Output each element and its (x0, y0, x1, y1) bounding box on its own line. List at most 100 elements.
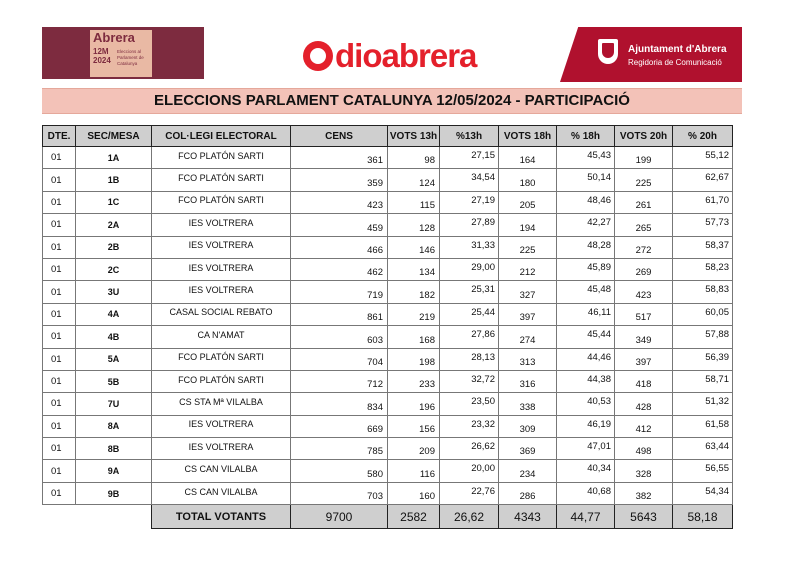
cell-cens: 466 (290, 235, 388, 259)
column-header-collegi: COL·LEGI ELECTORAL (151, 125, 291, 147)
cell-cens: 361 (290, 145, 388, 170)
cell-pct-18h: 45,43 (556, 145, 615, 170)
cell-vots-13h: 146 (387, 235, 440, 259)
cell-vots-18h: 286 (498, 481, 557, 506)
cell-cens: 423 (290, 190, 388, 215)
cell-pct-13h: 27,86 (439, 325, 499, 349)
column-header-pct-18h: % 18h (556, 125, 615, 147)
cell-vots-18h: 212 (498, 257, 557, 282)
cell-vots-18h: 205 (498, 190, 557, 215)
table-row: 01 5B FCO PLATÓN SARTI 712 233 32,72 316 44,38 4… (42, 369, 733, 394)
cell-vots-20h: 199 (614, 145, 673, 170)
cell-sec-mesa: 2A (75, 213, 152, 237)
page-title: ELECCIONS PARLAMENT CATALUNYA 12/05/2024… (42, 88, 742, 114)
cell-collegi: IES VOLTRERA (151, 235, 291, 259)
cell-pct-20h: 60,05 (672, 302, 733, 327)
ajuntament-name: Ajuntament d'Abrera (628, 44, 727, 55)
cell-pct-18h: 44,38 (556, 369, 615, 394)
table-row: 01 4A CASAL SOCIAL REBATO 861 219 25,44 397 46,… (42, 302, 733, 327)
cell-vots-18h: 234 (498, 459, 557, 483)
cell-vots-13h: 168 (387, 325, 440, 349)
cell-vots-13h: 128 (387, 213, 440, 237)
cell-pct-18h: 45,89 (556, 257, 615, 282)
cell-vots-18h: 194 (498, 213, 557, 237)
cell-dte: 01 (42, 481, 76, 506)
cell-pct-20h: 54,34 (672, 481, 733, 506)
table-row: 01 5A FCO PLATÓN SARTI 704 198 28,13 313 44,46 3… (42, 347, 733, 371)
logo-brand-text: Abrera (93, 30, 135, 45)
cell-pct-18h: 40,68 (556, 481, 615, 506)
cell-collegi: IES VOLTRERA (151, 414, 291, 439)
cell-dte: 01 (42, 392, 76, 416)
cell-pct-13h: 29,00 (439, 257, 499, 282)
cell-pct-20h: 58,23 (672, 257, 733, 282)
total-row: TOTAL VOTANTS 9700 2582 26,62 4343 44,77… (42, 504, 733, 530)
cell-pct-18h: 46,19 (556, 414, 615, 439)
cell-pct-18h: 50,14 (556, 168, 615, 192)
ajuntament-department: Regidoria de Comunicació (628, 58, 722, 67)
cell-vots-20h: 382 (614, 481, 673, 506)
cell-collegi: FCO PLATÓN SARTI (151, 145, 291, 170)
cell-sec-mesa: 5A (75, 347, 152, 371)
ajuntament-logo: Ajuntament d'Abrera Regidoria de Comunic… (560, 27, 742, 82)
cell-sec-mesa: 2C (75, 257, 152, 282)
cell-pct-20h: 51,32 (672, 392, 733, 416)
cell-collegi: CS CAN VILALBA (151, 481, 291, 506)
cell-pct-18h: 44,46 (556, 347, 615, 371)
table-header-row: DTE. SEC/MESA COL·LEGI ELECTORAL CENS VO… (42, 125, 733, 147)
cell-dte: 01 (42, 414, 76, 439)
cell-sec-mesa: 1B (75, 168, 152, 192)
cell-vots-20h: 328 (614, 459, 673, 483)
cell-vots-18h: 274 (498, 325, 557, 349)
cell-pct-20h: 62,67 (672, 168, 733, 192)
table-row: 01 1B FCO PLATÓN SARTI 359 124 34,54 180 50,14 2… (42, 168, 733, 192)
cell-pct-18h: 40,53 (556, 392, 615, 416)
table-row: 01 8B IES VOLTRERA 785 209 26,62 369 47,01 498 63… (42, 437, 733, 461)
cell-vots-13h: 134 (387, 257, 440, 282)
coat-of-arms-icon (598, 39, 618, 64)
cell-dte: 01 (42, 302, 76, 327)
cell-dte: 01 (42, 437, 76, 461)
cell-vots-18h: 316 (498, 369, 557, 394)
cell-collegi: FCO PLATÓN SARTI (151, 369, 291, 394)
cell-dte: 01 (42, 347, 76, 371)
cell-sec-mesa: 1A (75, 145, 152, 170)
cell-pct-18h: 46,11 (556, 302, 615, 327)
cell-sec-mesa: 4A (75, 302, 152, 327)
radio-ring-icon (303, 41, 333, 71)
cell-dte: 01 (42, 213, 76, 237)
cell-cens: 580 (290, 459, 388, 483)
cell-pct-13h: 23,32 (439, 414, 499, 439)
cell-dte: 01 (42, 369, 76, 394)
cell-vots-18h: 327 (498, 280, 557, 304)
cell-vots-13h: 160 (387, 481, 440, 506)
cell-collegi: FCO PLATÓN SARTI (151, 190, 291, 215)
cell-pct-20h: 61,70 (672, 190, 733, 215)
cell-collegi: IES VOLTRERA (151, 257, 291, 282)
cell-vots-20h: 412 (614, 414, 673, 439)
cell-sec-mesa: 9B (75, 481, 152, 506)
cell-pct-13h: 27,89 (439, 213, 499, 237)
cell-collegi: FCO PLATÓN SARTI (151, 347, 291, 371)
table-body: 01 1A FCO PLATÓN SARTI 361 98 27,15 164 45,43 19… (42, 145, 733, 506)
cell-pct-18h: 48,28 (556, 235, 615, 259)
total-label: TOTAL VOTANTS (151, 504, 291, 530)
table-row: 01 2B IES VOLTRERA 466 146 31,33 225 48,28 272 58… (42, 235, 733, 259)
cell-cens: 462 (290, 257, 388, 282)
cell-dte: 01 (42, 235, 76, 259)
cell-vots-20h: 225 (614, 168, 673, 192)
cell-sec-mesa: 7U (75, 392, 152, 416)
cell-vots-18h: 309 (498, 414, 557, 439)
logo-subtitle: Eleccions al Parlament de Catalunya (117, 49, 144, 66)
cell-cens: 834 (290, 392, 388, 416)
participation-table: DTE. SEC/MESA COL·LEGI ELECTORAL CENS VO… (42, 125, 733, 530)
cell-vots-13h: 196 (387, 392, 440, 416)
cell-dte: 01 (42, 168, 76, 192)
cell-vots-18h: 313 (498, 347, 557, 371)
cell-pct-20h: 58,37 (672, 235, 733, 259)
cell-dte: 01 (42, 257, 76, 282)
cell-sec-mesa: 8A (75, 414, 152, 439)
cell-vots-20h: 269 (614, 257, 673, 282)
cell-pct-18h: 45,44 (556, 325, 615, 349)
cell-cens: 669 (290, 414, 388, 439)
